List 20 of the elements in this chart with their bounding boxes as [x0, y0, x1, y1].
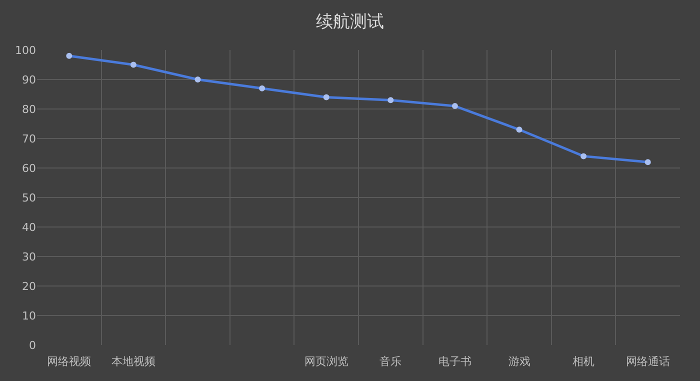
y-tick-label: 80 [22, 102, 36, 116]
y-tick-label: 40 [22, 220, 36, 234]
x-tick-label: 本地视频 [111, 355, 156, 368]
x-tick-label: 电子书 [438, 355, 472, 368]
y-tick-label: 0 [29, 338, 36, 352]
y-tick-label: 100 [15, 44, 36, 57]
y-tick-label: 50 [22, 191, 36, 204]
x-tick-label: 相机 [572, 355, 595, 368]
y-tick-label: 10 [22, 309, 36, 322]
chart-title: 续航测试 [316, 12, 384, 32]
x-tick-label: 音乐 [380, 355, 402, 368]
y-tick-label: 70 [22, 132, 36, 146]
x-tick-label: 网络视频 [47, 355, 92, 368]
y-tick-label: 60 [22, 162, 36, 175]
x-tick-label: 网页浏览 [304, 355, 348, 368]
y-tick-label: 30 [22, 250, 36, 264]
x-tick-label: 网络通话 [626, 355, 670, 368]
y-tick-label: 90 [22, 73, 36, 86]
x-tick-label: 游戏 [508, 355, 530, 368]
y-tick-label: 20 [22, 280, 36, 293]
